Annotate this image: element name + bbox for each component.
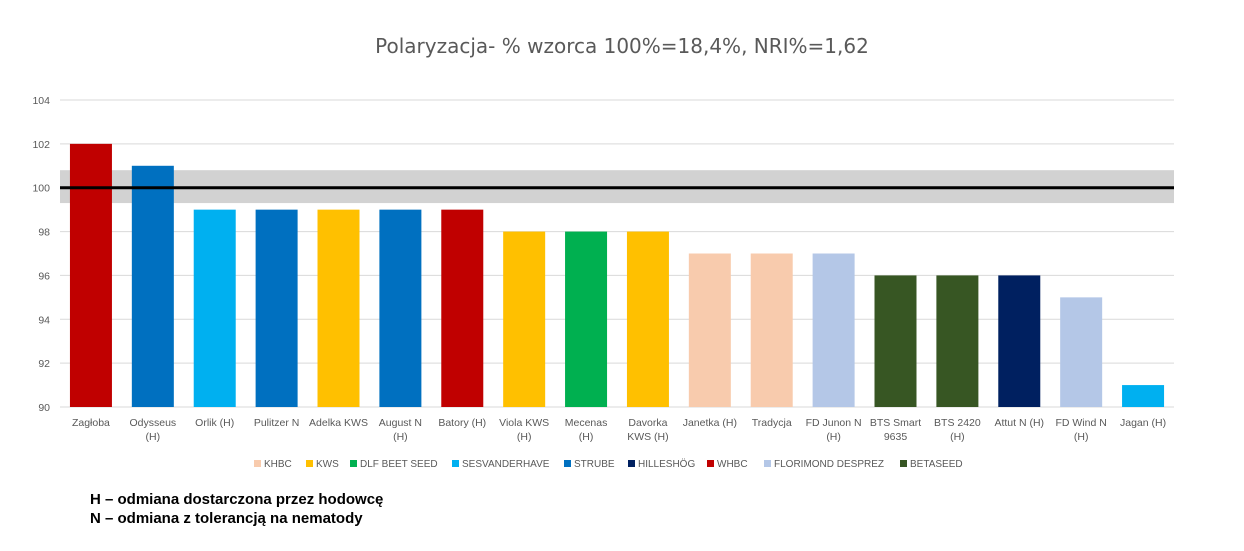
bar — [1122, 385, 1165, 407]
bar — [131, 165, 174, 407]
bar — [750, 253, 793, 407]
bar — [379, 209, 422, 407]
category-label: (H) — [826, 431, 841, 443]
category-label: (H) — [950, 431, 965, 443]
y-tick-label: 98 — [38, 227, 50, 239]
category-label: BTS Smart — [870, 417, 921, 429]
bar — [936, 275, 979, 407]
legend-swatch — [306, 460, 313, 467]
legend-label: SESVANDERHAVE — [462, 459, 550, 470]
y-tick-label: 102 — [32, 139, 50, 151]
bar — [1060, 297, 1103, 407]
y-tick-label: 100 — [32, 183, 50, 195]
bar — [688, 253, 731, 407]
legend-swatch — [350, 460, 357, 467]
legend-label: HILLESHÖG — [638, 458, 695, 470]
category-label: BTS 2420 — [934, 417, 981, 429]
chart-title: Polaryzacja- % wzorca 100%=18,4%, NRI%=1… — [375, 34, 869, 58]
category-label: Odysseus — [129, 417, 176, 429]
category-label: (H) — [393, 431, 408, 443]
category-label: Jagan (H) — [1120, 417, 1166, 429]
bar — [626, 231, 669, 407]
legend-swatch — [764, 460, 771, 467]
legend-label: WHBC — [717, 459, 748, 470]
category-label: Adelka KWS — [309, 417, 368, 429]
bar — [998, 275, 1041, 407]
y-tick-label: 94 — [38, 314, 50, 326]
legend-swatch — [900, 460, 907, 467]
legend-label: STRUBE — [574, 459, 615, 470]
note-n: N – odmiana z tolerancją na nematody — [90, 510, 363, 527]
category-label: (H) — [1074, 431, 1089, 443]
category-label: Pulitzer N — [254, 417, 300, 429]
legend-label: BETASEED — [910, 459, 963, 470]
bar — [874, 275, 917, 407]
category-label: FD Wind N — [1055, 417, 1106, 429]
category-label: KWS (H) — [627, 431, 668, 443]
bar — [565, 231, 608, 407]
bar — [317, 209, 360, 407]
category-label: Attut N (H) — [994, 417, 1044, 429]
legend-swatch — [564, 460, 571, 467]
legend-label: FLORIMOND DESPREZ — [774, 459, 884, 470]
category-label: (H) — [517, 431, 532, 443]
category-label: Janetka (H) — [683, 417, 737, 429]
legend-label: KHBC — [264, 459, 292, 470]
category-label: Orlik (H) — [195, 417, 234, 429]
bar — [812, 253, 855, 407]
category-label: Mecenas — [565, 417, 608, 429]
category-label: Batory (H) — [438, 417, 486, 429]
y-tick-label: 104 — [32, 95, 50, 107]
bar — [255, 209, 298, 407]
legend-swatch — [254, 460, 261, 467]
category-label: Zagłoba — [72, 417, 110, 429]
category-label: Tradycja — [752, 417, 792, 429]
category-label: (H) — [146, 431, 161, 443]
category-label: Viola KWS — [499, 417, 549, 429]
bar — [69, 143, 112, 407]
footnotes: H – odmiana dostarczona przez hodowcę N … — [90, 490, 383, 528]
category-label: Davorka — [628, 417, 667, 429]
bar — [441, 209, 484, 407]
category-label: FD Junon N — [806, 417, 862, 429]
y-tick-label: 96 — [38, 270, 50, 282]
category-label: (H) — [579, 431, 594, 443]
legend-swatch — [452, 460, 459, 467]
category-label: 9635 — [884, 431, 908, 443]
legend-label: DLF BEET SEED — [360, 459, 438, 470]
y-tick-label: 90 — [38, 402, 50, 414]
legend-label: KWS — [316, 459, 339, 470]
bar — [193, 209, 236, 407]
legend-swatch — [707, 460, 714, 467]
legend-swatch — [628, 460, 635, 467]
note-h: H – odmiana dostarczona przez hodowcę — [90, 491, 384, 508]
bar — [503, 231, 546, 407]
y-tick-label: 92 — [38, 358, 50, 370]
category-label: August N — [379, 417, 422, 429]
